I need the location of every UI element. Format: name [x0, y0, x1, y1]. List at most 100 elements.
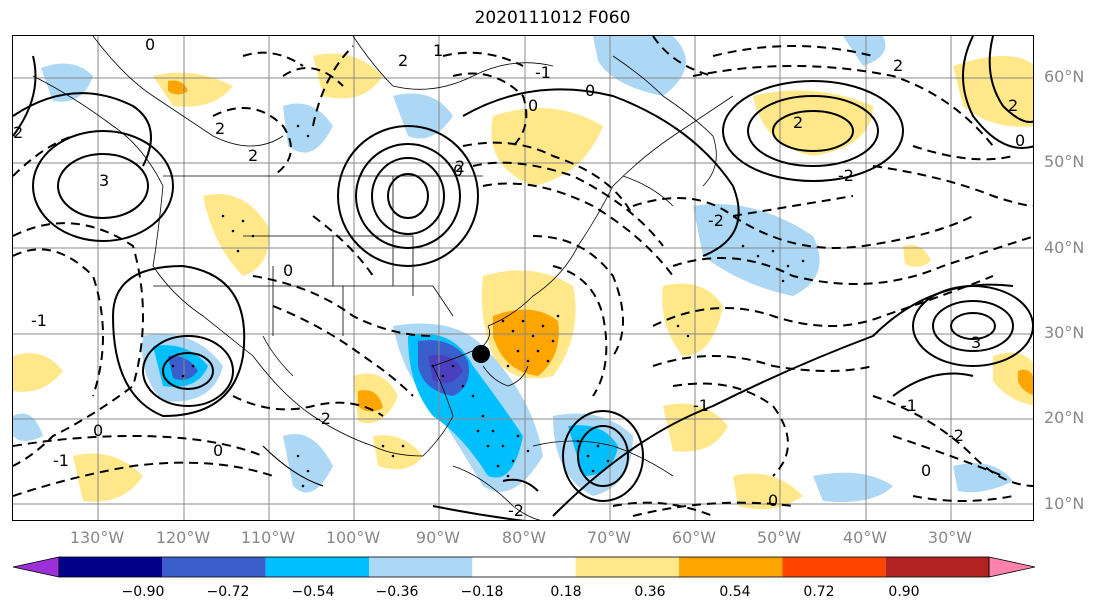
colorbar-segment — [369, 557, 473, 577]
contour-label: 2 — [215, 119, 225, 138]
lon-label-120w: 120°W — [155, 528, 211, 547]
lon-label-110w: 110°W — [240, 528, 296, 547]
contour-label: 2 — [455, 157, 465, 176]
lon-label-50w: 50°W — [756, 528, 802, 547]
shade-yellow — [662, 283, 723, 356]
shade-light-blue — [843, 36, 886, 66]
colorbar-tick-label: 0.36 — [634, 584, 666, 600]
contour-labels: 0 2 3 2 2 0 2 0 2 1 -2 -2 -1 -1 -2 -2 0 … — [13, 36, 1025, 520]
contour-label: 0 — [93, 421, 103, 440]
contour-label: -1 — [53, 451, 69, 470]
contour-label: 3 — [99, 171, 109, 190]
lon-label-130w: 130°W — [69, 528, 125, 547]
shade-yellow — [203, 194, 269, 276]
colorbar-extend-max — [988, 556, 1036, 578]
contour-label: 2 — [793, 113, 803, 132]
colorbar — [12, 556, 1036, 578]
colorbar-tick-label: −0.54 — [291, 584, 335, 600]
shade-yellow — [753, 90, 873, 156]
center-marker — [472, 345, 490, 363]
contour-label: 0 — [283, 261, 293, 280]
contour-label: -2 — [708, 211, 724, 230]
contour-label: 2 — [1008, 96, 1018, 115]
lat-label-20n: 20°N — [1044, 408, 1085, 427]
colorbar-extend-min — [12, 556, 60, 578]
contour-label: -2 — [948, 426, 964, 445]
shade-yellow — [903, 245, 931, 267]
contours — [13, 36, 1033, 520]
lon-label-60w: 60°W — [671, 528, 717, 547]
colorbar-tick-label: 0.90 — [888, 584, 920, 600]
colorbar-segment — [782, 557, 886, 577]
contour-label: -2 — [315, 409, 331, 428]
colorbar-tick-label: 0.54 — [719, 584, 751, 600]
lat-label-40n: 40°N — [1044, 238, 1085, 257]
colorbar-segment — [472, 557, 576, 577]
shade-yellow — [953, 56, 1033, 127]
contour-label: -1 — [901, 396, 917, 415]
contour-label: 0 — [213, 441, 223, 460]
lon-label-90w: 90°W — [415, 528, 461, 547]
colorbar-tick-label: 0.72 — [803, 584, 835, 600]
contour-label: 0 — [921, 461, 931, 480]
colorbar-segment — [162, 557, 266, 577]
shade-light-blue — [41, 63, 93, 102]
contour-label: 2 — [13, 123, 23, 142]
lon-label-70w: 70°W — [586, 528, 632, 547]
colorbar-segment — [885, 557, 989, 577]
shade-blue — [568, 425, 618, 476]
lat-label-50n: 50°N — [1044, 152, 1085, 171]
shade-yellow — [491, 108, 603, 186]
lon-label-100w: 100°W — [325, 528, 381, 547]
lat-label-10n: 10°N — [1044, 494, 1085, 513]
colorbar-tick-label: 0.18 — [550, 584, 582, 600]
shade-light-blue — [393, 93, 453, 139]
colorbar-tick-label: −0.36 — [375, 584, 419, 600]
contour-label: -1 — [693, 396, 709, 415]
shade-navy — [428, 355, 463, 384]
lon-label-30w: 30°W — [927, 528, 973, 547]
contour-label: 0 — [585, 81, 595, 100]
colorbar-tick-label: −0.90 — [121, 584, 165, 600]
shade-yellow — [13, 353, 63, 392]
shade-yellow — [373, 435, 423, 470]
lat-label-60n: 60°N — [1044, 67, 1085, 86]
significance-stipple — [171, 124, 805, 488]
contour-label: 1 — [433, 41, 443, 60]
graticule — [13, 36, 1033, 520]
contour-label: 0 — [528, 96, 538, 115]
shading-layer — [13, 36, 1033, 510]
contour-label: 0 — [1015, 131, 1025, 150]
map-frame: 0 2 3 2 2 0 2 0 2 1 -2 -2 -1 -1 -2 -2 0 … — [12, 35, 1034, 521]
contour-label: 2 — [893, 56, 903, 75]
map-title: 2020111012 F060 — [474, 8, 631, 28]
colorbar-segment — [59, 557, 163, 577]
shade-light-blue — [693, 204, 820, 296]
shade-royal-blue — [168, 355, 198, 380]
contour-label: -2 — [508, 501, 524, 520]
colorbar-segment — [679, 557, 783, 577]
colorbar-tick-label: −0.18 — [460, 584, 504, 600]
shade-yellow — [313, 53, 383, 99]
colorbar-tick-label: −0.72 — [206, 584, 250, 600]
colorbar-segment — [575, 557, 679, 577]
contour-label: 2 — [248, 146, 258, 165]
contour-label: 0 — [768, 491, 778, 510]
shade-yellow — [993, 352, 1033, 406]
contour-label: -1 — [31, 311, 47, 330]
shade-orange — [358, 390, 383, 412]
contour-label: -2 — [838, 166, 854, 185]
shade-orange — [168, 80, 188, 95]
colorbar-outline — [58, 556, 990, 578]
contour-label: 0 — [453, 161, 463, 180]
contour-label: -1 — [535, 63, 551, 82]
map-canvas: 0 2 3 2 2 0 2 0 2 1 -2 -2 -1 -1 -2 -2 0 … — [13, 36, 1033, 520]
shade-light-blue — [283, 103, 333, 153]
colorbar-segment — [265, 557, 369, 577]
shade-light-blue — [593, 36, 686, 96]
shade-light-blue — [283, 434, 333, 493]
lon-label-40w: 40°W — [842, 528, 888, 547]
contour-label: 0 — [145, 36, 155, 54]
shade-yellow — [73, 453, 143, 502]
contour-label: 3 — [971, 333, 981, 352]
